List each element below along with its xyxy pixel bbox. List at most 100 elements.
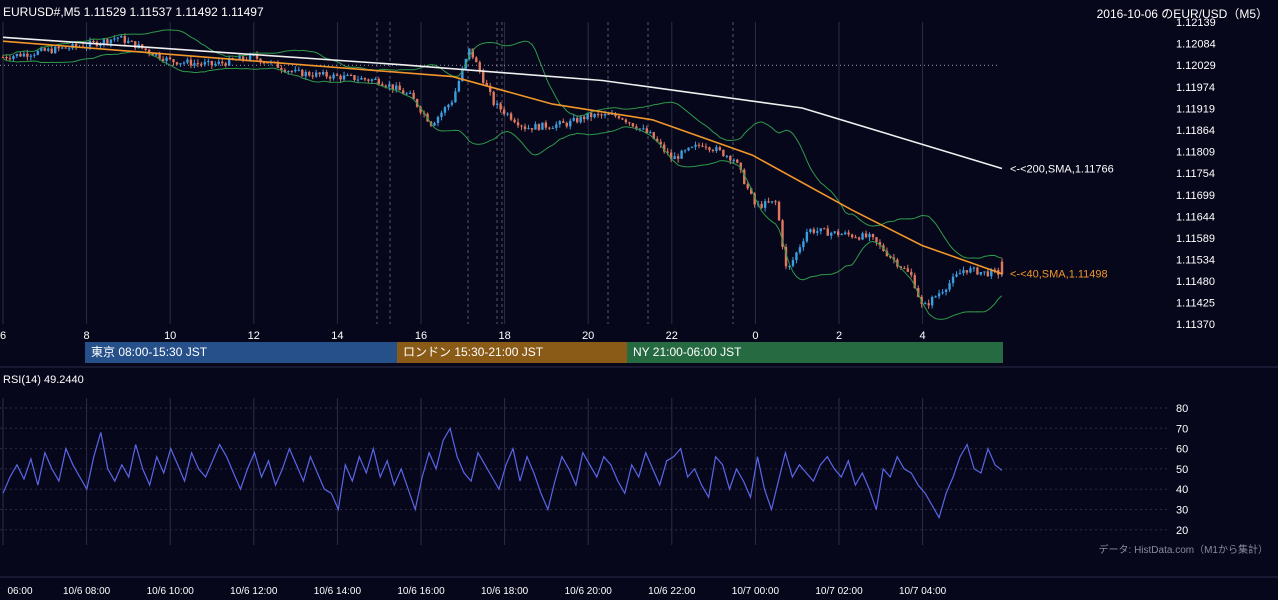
rsi-y-tick-label: 20	[1176, 525, 1188, 537]
candle	[346, 73, 349, 76]
candle	[760, 200, 763, 209]
candle-body	[788, 265, 791, 267]
candle-body	[381, 84, 384, 86]
candle	[325, 69, 328, 79]
candle-body	[471, 48, 474, 58]
candle	[402, 87, 405, 95]
date-tick-label: 10/6 18:00	[481, 586, 529, 597]
candle	[527, 124, 530, 130]
candle-body	[802, 241, 805, 248]
candle-body	[238, 56, 241, 61]
candle-body	[913, 275, 916, 289]
candle-body	[311, 75, 314, 77]
candle-body	[837, 231, 840, 236]
candle-body	[450, 102, 454, 105]
candle-body	[784, 246, 788, 267]
candle-body	[287, 71, 290, 73]
candle-body	[123, 36, 126, 43]
candle	[910, 268, 913, 278]
candle-body	[875, 237, 878, 243]
rsi-y-tick-label: 40	[1176, 484, 1188, 496]
candle-body	[833, 231, 836, 233]
candle	[649, 130, 652, 134]
candle-body	[687, 147, 690, 151]
candle-body	[569, 120, 572, 127]
hour-tick-label: 14	[331, 330, 343, 342]
candle	[937, 289, 941, 299]
candle	[513, 117, 516, 124]
candle-body	[527, 128, 530, 130]
candle-body	[743, 169, 746, 185]
candle	[193, 59, 196, 69]
candle-body	[405, 93, 408, 95]
candle-body	[523, 126, 527, 130]
candle	[753, 192, 756, 208]
candle-body	[461, 68, 464, 82]
candle-body	[642, 128, 645, 130]
candle-body	[631, 123, 635, 127]
candle	[958, 269, 962, 275]
candle	[241, 55, 245, 63]
candle-body	[301, 69, 304, 77]
candle	[405, 91, 408, 96]
candle	[381, 81, 384, 86]
symbol-info: EURUSD#,M5 1.11529 1.11537 1.11492 1.114…	[3, 5, 264, 19]
candle	[33, 53, 36, 58]
candle	[332, 72, 335, 81]
candle	[297, 66, 300, 72]
candle	[736, 158, 739, 164]
data-credit: データ: HistData.com（M1から集計）	[1098, 545, 1268, 556]
candle-body	[36, 50, 39, 55]
candle	[868, 232, 871, 242]
candle	[979, 272, 983, 276]
candle-body	[697, 144, 701, 146]
candle-body	[638, 128, 642, 130]
candle-body	[739, 162, 742, 170]
candle-body	[548, 127, 551, 129]
candle-body	[899, 266, 903, 269]
candle	[659, 138, 662, 148]
date-tick-label: 10/6 10:00	[147, 586, 195, 597]
candle	[457, 79, 461, 93]
candle-body	[603, 114, 607, 116]
candle-body	[255, 54, 259, 59]
candle-body	[92, 41, 95, 43]
hour-tick-label: 12	[248, 330, 260, 342]
candle-body	[43, 48, 46, 51]
candle	[123, 33, 126, 46]
candle-body	[972, 267, 976, 269]
bollinger-upper-line	[2, 29, 1002, 259]
candle	[130, 40, 133, 42]
candle-body	[993, 269, 996, 271]
candle-body	[763, 201, 767, 208]
candle	[972, 266, 976, 272]
candle-body	[266, 62, 269, 64]
date-tick-label: 10/7 04:00	[899, 586, 947, 597]
candle-body	[715, 147, 718, 151]
candle	[207, 58, 210, 66]
candle	[308, 70, 311, 77]
candle	[335, 73, 339, 77]
candle-body	[847, 232, 850, 235]
hour-tick-label: 8	[84, 330, 90, 342]
candle-body	[40, 48, 43, 51]
candle-body	[652, 132, 655, 139]
candle-body	[147, 49, 151, 54]
candle	[301, 68, 304, 77]
candle	[596, 111, 600, 118]
candle-body	[175, 62, 179, 65]
candle-body	[666, 151, 669, 153]
price-y-tick-label: 1.11644	[1176, 211, 1215, 223]
candle	[443, 105, 447, 116]
candle-body	[582, 116, 586, 120]
candle-body	[819, 228, 822, 232]
candle-body	[544, 122, 548, 128]
candle	[969, 265, 972, 274]
candle	[840, 232, 843, 236]
candle	[450, 99, 454, 107]
candle-body	[746, 184, 749, 189]
candle-body	[576, 117, 579, 123]
candle	[784, 243, 788, 270]
candle-body	[172, 59, 175, 63]
